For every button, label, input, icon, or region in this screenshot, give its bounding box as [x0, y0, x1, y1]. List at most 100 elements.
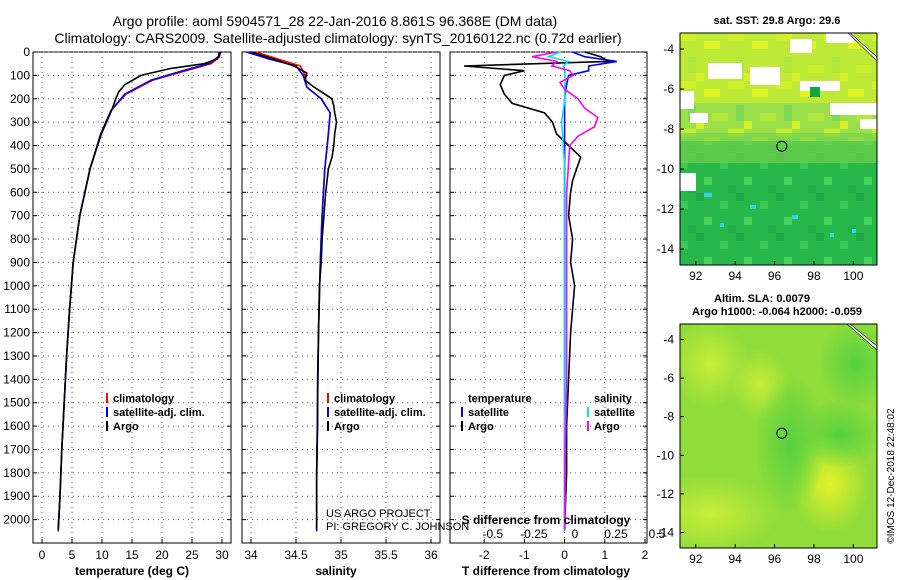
- legend-temperature-title: temperature: [468, 393, 532, 405]
- depth-tick-label: 200: [10, 92, 30, 106]
- map-lon-label: 100: [843, 552, 863, 566]
- x-tick-label: 0: [39, 548, 46, 562]
- map-lon-label: 92: [689, 269, 703, 283]
- series-t-argo: [464, 51, 612, 530]
- depth-tick-label: 2000: [3, 513, 30, 527]
- x-tick-label: 36: [424, 548, 438, 562]
- legend-swatch-argo: [106, 421, 108, 431]
- legend-t-satellite: satellite: [468, 407, 509, 419]
- legend-s-satellite: satellite: [594, 407, 635, 419]
- x-tick-label: 5: [69, 548, 76, 562]
- map-lon-label: 98: [807, 552, 821, 566]
- legend-salinity-title: salinity: [594, 393, 633, 405]
- depth-tick-label: 1000: [3, 279, 30, 293]
- map-lat-label: -6: [663, 82, 674, 96]
- sst-map-panel: sat. SST: 29.8 Argo: 29.6: [657, 15, 878, 283]
- salinity-panel: 34 34.5 35 35.5 36 salinity climatology sate…: [241, 51, 469, 578]
- x-tick-label: 15: [125, 548, 139, 562]
- x-tick-label: 35: [334, 548, 348, 562]
- sst-map-title: sat. SST: 29.8 Argo: 29.6: [714, 15, 841, 27]
- s-diff-tick-label: 0.5: [649, 527, 666, 541]
- sla-float-marker: [776, 427, 788, 439]
- project-credit: US ARGO PROJECT: [326, 508, 431, 520]
- diff-legend-swatch-t-sat: [461, 407, 463, 417]
- series-argo: [57, 51, 222, 530]
- map-lon-label: 92: [689, 552, 703, 566]
- sal-legend-swatch-argo: [327, 421, 329, 431]
- map-lat-label: -8: [663, 410, 674, 424]
- series-s-argo: [531, 51, 599, 529]
- diff-legend-swatch-t-argo: [461, 421, 463, 431]
- depth-tick-label: 500: [10, 162, 30, 176]
- sal-legend-satellite: satellite-adj. clim.: [334, 407, 426, 419]
- sla-map-subtitle: Argo h1000: -0.064 h2000: -0.059: [692, 306, 862, 318]
- depth-tick-label: 1400: [3, 372, 30, 386]
- x-tick-label: -1: [519, 548, 530, 562]
- sst-map-image: [680, 33, 877, 265]
- temperature-legend: climatology satellite-adj. clim. Argo: [106, 393, 205, 433]
- x-tick-label: 34: [244, 548, 258, 562]
- map-lat-label: -14: [657, 242, 675, 256]
- s-diff-tick-label: -0.5: [482, 527, 503, 541]
- depth-tick-label: 400: [10, 139, 30, 153]
- series-s-satellite: [545, 51, 570, 532]
- x-tick-label: 34.5: [284, 548, 308, 562]
- x-tick-label: 2: [642, 548, 649, 562]
- map-lat-label: -12: [657, 202, 675, 216]
- t-difference-x-label: T difference from climatology: [462, 564, 630, 578]
- depth-tick-label: 300: [10, 115, 30, 129]
- map-lat-label: -4: [663, 42, 674, 56]
- map-lon-label: 94: [728, 552, 742, 566]
- series-satellite-adj-clim: [57, 51, 220, 532]
- map-lat-label: -12: [657, 487, 675, 501]
- depth-tick-label: 0: [23, 45, 30, 59]
- difference-legend: temperature satellite Argo salinity sate…: [461, 393, 635, 433]
- map-lon-label: 98: [807, 269, 821, 283]
- legend-satellite: satellite-adj. clim.: [113, 407, 205, 419]
- legend-argo: Argo: [113, 421, 139, 433]
- pi-credit: PI: GREGORY C. JOHNSON: [326, 521, 469, 533]
- map-lat-label: -4: [663, 332, 674, 346]
- map-lon-label: 94: [728, 269, 742, 283]
- figure-title-line1: Argo profile: aoml 5904571_28 22-Jan-201…: [113, 13, 557, 29]
- depth-tick-label: 1900: [3, 489, 30, 503]
- x-tick-label: 25: [185, 548, 199, 562]
- depth-tick-label: 1700: [3, 442, 30, 456]
- series-argo: [250, 51, 338, 529]
- sla-map-image: [680, 324, 877, 548]
- figure-title-line2: Climatology: CARS2009. Satellite-adjuste…: [54, 30, 621, 46]
- map-lon-label: 96: [768, 552, 782, 566]
- x-tick-label: 0: [561, 548, 568, 562]
- sst-float-marker: [776, 140, 788, 152]
- sla-map-panel: Altim. SLA: 0.0079 Argo h1000: -0.064 h2…: [657, 293, 878, 566]
- x-tick-label: 20: [155, 548, 169, 562]
- map-lon-label: 100: [843, 269, 863, 283]
- map-lat-label: -14: [657, 526, 675, 540]
- depth-tick-label: 900: [10, 255, 30, 269]
- depth-tick-label: 100: [10, 68, 30, 82]
- salinity-x-label: salinity: [315, 564, 357, 578]
- map-lat-label: -8: [663, 122, 674, 136]
- x-tick-label: -2: [479, 548, 490, 562]
- s-diff-tick-label: 0.25: [604, 527, 628, 541]
- series-t-satellite: [563, 51, 617, 532]
- diff-legend-swatch-s-argo: [587, 421, 589, 431]
- sal-legend-climatology: climatology: [334, 393, 396, 405]
- sla-map-title: Altim. SLA: 0.0079: [714, 293, 810, 305]
- x-tick-label: 1: [601, 548, 608, 562]
- legend-climatology: climatology: [113, 393, 175, 405]
- x-tick-label: 35.5: [374, 548, 398, 562]
- difference-panel: -2 -1 0 1 2 -0.5 -0.25 0 0.25 0.5 S difference f…: [449, 51, 666, 578]
- salinity-legend: climatology satellite-adj. clim. Argo: [327, 393, 426, 433]
- s-diff-tick-label: 0: [572, 527, 579, 541]
- map-lon-label: 96: [768, 269, 782, 283]
- legend-t-argo: Argo: [468, 421, 494, 433]
- legend-swatch-climatology: [106, 393, 108, 403]
- sal-legend-swatch-satellite: [327, 407, 329, 417]
- depth-tick-label: 600: [10, 185, 30, 199]
- depth-tick-label: 1600: [3, 419, 30, 433]
- diff-legend-swatch-s-sat: [587, 407, 589, 417]
- imos-timestamp: ©IMOS 12-Dec-2018 22:48:02: [886, 408, 897, 544]
- x-tick-label: 30: [215, 548, 229, 562]
